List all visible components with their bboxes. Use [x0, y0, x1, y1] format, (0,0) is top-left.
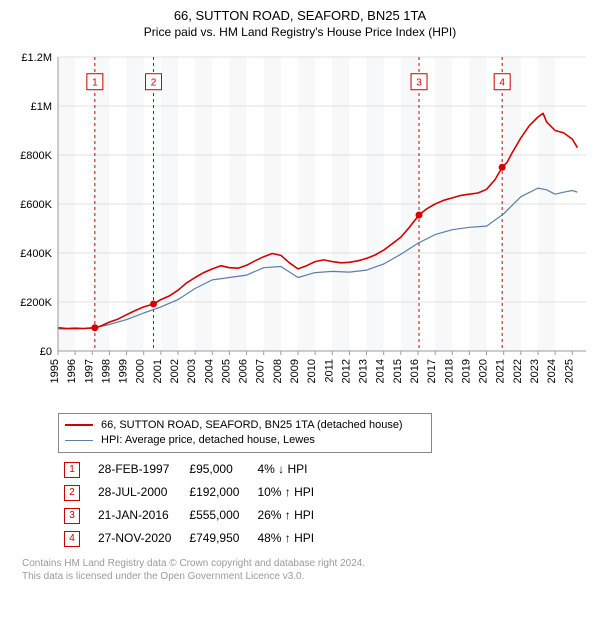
page-title: 66, SUTTON ROAD, SEAFORD, BN25 1TA: [8, 8, 592, 23]
sale-price: £555,000: [181, 505, 247, 526]
svg-text:1999: 1999: [118, 359, 130, 383]
sale-date: 21-JAN-2016: [90, 505, 179, 526]
svg-text:2019: 2019: [460, 359, 472, 383]
svg-text:1997: 1997: [83, 359, 95, 383]
svg-text:2008: 2008: [272, 359, 284, 383]
footer-line: Contains HM Land Registry data © Crown c…: [22, 557, 592, 570]
svg-text:2001: 2001: [152, 359, 164, 383]
svg-text:2021: 2021: [495, 359, 507, 383]
legend-swatch-icon: [65, 424, 93, 426]
svg-text:2005: 2005: [220, 359, 232, 383]
svg-text:2010: 2010: [306, 359, 318, 383]
table-row: 3 21-JAN-2016£555,00026% ↑ HPI: [56, 505, 322, 526]
legend-label: HPI: Average price, detached house, Lewe…: [101, 433, 315, 448]
sale-delta: 10% ↑ HPI: [249, 482, 322, 503]
svg-text:2024: 2024: [546, 359, 558, 383]
svg-text:2014: 2014: [375, 359, 387, 383]
chart: £0 £200K £400K £600K £800K £1M £1.2M 1 2 3 4 1995 19…: [8, 41, 592, 411]
line-chart-svg: £0 £200K £400K £600K £800K £1M £1.2M 1 2 3 4 1995 19…: [8, 41, 592, 411]
svg-text:1998: 1998: [100, 359, 112, 383]
svg-text:3: 3: [416, 78, 422, 89]
svg-text:1996: 1996: [66, 359, 78, 383]
svg-text:£800K: £800K: [20, 150, 52, 162]
svg-text:£1.2M: £1.2M: [21, 52, 52, 64]
sale-delta: 4% ↓ HPI: [249, 459, 322, 480]
legend-item-hpi: HPI: Average price, detached house, Lewe…: [65, 433, 425, 448]
sale-date: 27-NOV-2020: [90, 528, 179, 549]
svg-text:2016: 2016: [409, 359, 421, 383]
table-row: 4 27-NOV-2020£749,95048% ↑ HPI: [56, 528, 322, 549]
sale-date: 28-JUL-2000: [90, 482, 179, 503]
footer-attribution: Contains HM Land Registry data © Crown c…: [22, 557, 592, 583]
svg-text:2004: 2004: [203, 359, 215, 383]
svg-text:2022: 2022: [512, 359, 524, 383]
legend-item-price-paid: 66, SUTTON ROAD, SEAFORD, BN25 1TA (deta…: [65, 418, 425, 433]
svg-text:£600K: £600K: [20, 199, 52, 211]
svg-text:2023: 2023: [529, 359, 541, 383]
svg-text:2025: 2025: [563, 359, 575, 383]
svg-text:2020: 2020: [478, 359, 490, 383]
svg-text:£0: £0: [40, 346, 52, 358]
svg-text:2013: 2013: [358, 359, 370, 383]
svg-text:2007: 2007: [255, 359, 267, 383]
svg-text:2018: 2018: [443, 359, 455, 383]
svg-text:2017: 2017: [426, 359, 438, 383]
svg-text:2003: 2003: [186, 359, 198, 383]
svg-text:2: 2: [151, 78, 157, 89]
svg-text:2012: 2012: [340, 359, 352, 383]
legend: 66, SUTTON ROAD, SEAFORD, BN25 1TA (deta…: [58, 413, 432, 453]
svg-text:2009: 2009: [289, 359, 301, 383]
sale-marker-icon: 3: [64, 508, 80, 524]
svg-text:2011: 2011: [323, 359, 335, 383]
svg-text:2002: 2002: [169, 359, 181, 383]
sale-marker-icon: 2: [64, 485, 80, 501]
sale-price: £749,950: [181, 528, 247, 549]
sales-table: 128-FEB-1997£95,0004% ↓ HPI228-JUL-2000£…: [54, 457, 324, 551]
table-row: 2 28-JUL-2000£192,00010% ↑ HPI: [56, 482, 322, 503]
page-subtitle: Price paid vs. HM Land Registry's House …: [8, 25, 592, 39]
footer-line: This data is licensed under the Open Gov…: [22, 570, 592, 583]
svg-text:4: 4: [499, 78, 505, 89]
sale-date: 28-FEB-1997: [90, 459, 179, 480]
svg-text:2006: 2006: [238, 359, 250, 383]
svg-text:£1M: £1M: [31, 101, 52, 113]
svg-text:1: 1: [92, 78, 98, 89]
svg-text:1995: 1995: [49, 359, 61, 383]
sale-marker-icon: 4: [64, 531, 80, 547]
sale-price: £95,000: [181, 459, 247, 480]
sale-delta: 26% ↑ HPI: [249, 505, 322, 526]
svg-text:£200K: £200K: [20, 297, 52, 309]
svg-text:2015: 2015: [392, 359, 404, 383]
svg-text:£400K: £400K: [20, 248, 52, 260]
sale-delta: 48% ↑ HPI: [249, 528, 322, 549]
sale-marker-icon: 1: [64, 462, 80, 478]
legend-label: 66, SUTTON ROAD, SEAFORD, BN25 1TA (deta…: [101, 418, 403, 433]
svg-text:2000: 2000: [135, 359, 147, 383]
sale-price: £192,000: [181, 482, 247, 503]
table-row: 1 28-FEB-1997£95,0004% ↓ HPI: [56, 459, 322, 480]
legend-swatch-icon: [65, 440, 93, 441]
